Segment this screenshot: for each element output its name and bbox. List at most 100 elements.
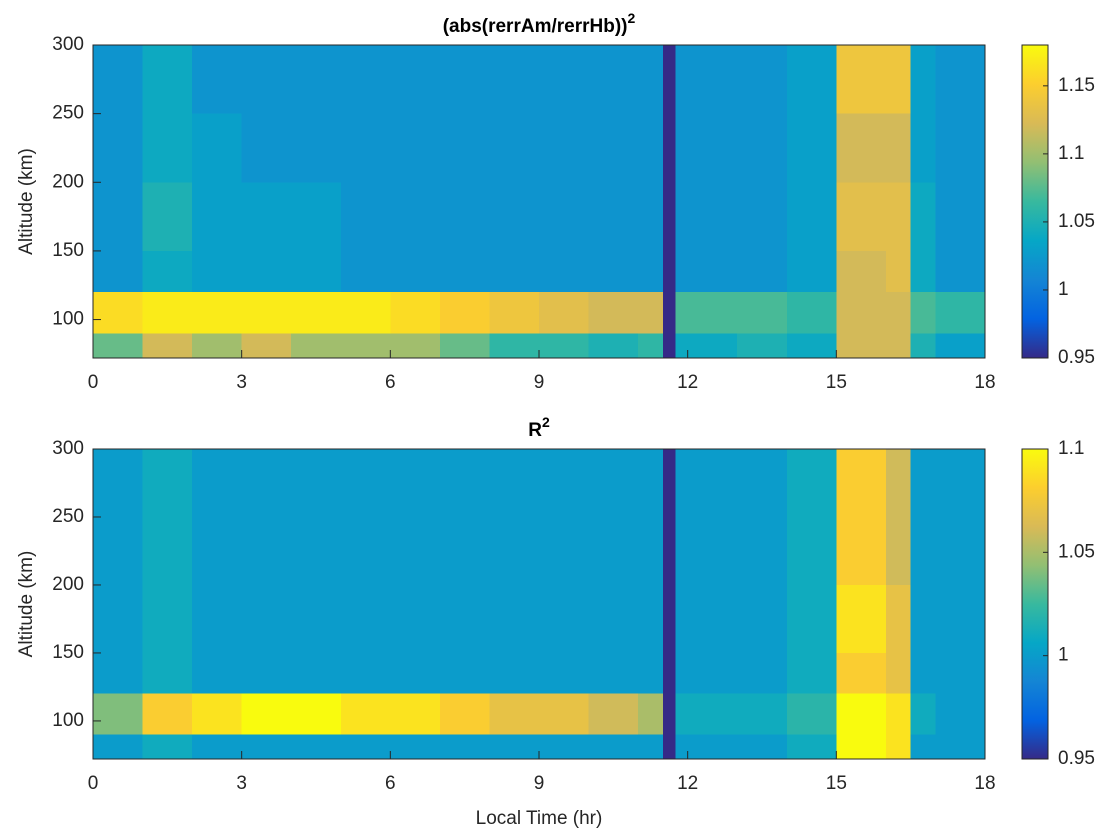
heatmap-cell bbox=[291, 652, 341, 694]
heatmap-cell bbox=[439, 734, 490, 759]
heatmap-cell bbox=[588, 449, 639, 517]
heatmap-cell bbox=[539, 45, 589, 114]
chart-title: R2 bbox=[528, 414, 550, 441]
heatmap-cell bbox=[885, 584, 911, 653]
colorbar-tick-label: 0.95 bbox=[1058, 748, 1095, 769]
heatmap-cell bbox=[142, 652, 193, 694]
heatmap-cell bbox=[489, 584, 539, 653]
title-superscript: 2 bbox=[542, 414, 550, 430]
x-tick-label: 6 bbox=[385, 372, 396, 393]
x-tick-label: 6 bbox=[385, 773, 396, 794]
heatmap-cell bbox=[241, 693, 292, 735]
heatmap-cell bbox=[662, 333, 676, 358]
heatmap-cell bbox=[241, 250, 292, 293]
heatmap-cell bbox=[390, 113, 440, 183]
heatmap-cell bbox=[93, 250, 143, 293]
colorbar-tick-label: 1 bbox=[1058, 279, 1069, 300]
heatmap-cell bbox=[390, 693, 440, 735]
heatmap-cell bbox=[142, 250, 193, 293]
x-tick-label: 0 bbox=[88, 372, 99, 393]
heatmap-cell bbox=[390, 182, 440, 251]
heatmap-cell bbox=[885, 449, 911, 517]
heatmap-cell bbox=[836, 292, 886, 334]
heatmap-cell bbox=[786, 113, 837, 183]
heatmap-cell bbox=[340, 113, 391, 183]
heatmap-cell bbox=[291, 250, 341, 293]
heatmap-cell bbox=[588, 182, 639, 251]
heatmap-cell bbox=[935, 516, 985, 585]
heatmap-cell bbox=[737, 734, 787, 759]
colorbar-tick-label: 1 bbox=[1058, 645, 1069, 666]
heatmap-cell bbox=[539, 292, 589, 334]
heatmap-cell bbox=[241, 516, 292, 585]
heatmap-cell bbox=[935, 734, 985, 759]
heatmap-cell bbox=[340, 449, 391, 517]
heatmap-cell bbox=[390, 516, 440, 585]
heatmap-cell bbox=[390, 333, 440, 358]
heatmap-cell bbox=[291, 516, 341, 585]
y-tick-label: 150 bbox=[52, 642, 84, 663]
heatmap-cell bbox=[662, 516, 676, 585]
heatmap-cell bbox=[539, 333, 589, 358]
heatmap-cell bbox=[489, 45, 539, 114]
heatmap-cell bbox=[786, 292, 837, 334]
heatmap-cell bbox=[539, 250, 589, 293]
heatmap-cell bbox=[662, 449, 676, 517]
heatmap-cell bbox=[737, 292, 787, 334]
heatmap-cell bbox=[638, 182, 663, 251]
heatmap-cell bbox=[93, 292, 143, 334]
x-tick-label: 3 bbox=[236, 372, 247, 393]
heatmap-cell bbox=[737, 333, 787, 358]
heatmap-cell bbox=[241, 113, 292, 183]
heatmap-cell bbox=[638, 250, 663, 293]
heatmap-cell bbox=[588, 516, 639, 585]
heatmap-cell bbox=[675, 584, 738, 653]
heatmap-cell bbox=[662, 734, 676, 759]
heatmap-cell bbox=[638, 113, 663, 183]
y-tick-label: 300 bbox=[52, 438, 84, 459]
heatmap-cell bbox=[142, 693, 193, 735]
heatmap-cell bbox=[786, 584, 837, 653]
title-superscript: 2 bbox=[627, 10, 635, 26]
heatmap-cell bbox=[142, 584, 193, 653]
heatmap-cell bbox=[539, 449, 589, 517]
heatmap-cell bbox=[786, 250, 837, 293]
y-axis-label: Altitude (km) bbox=[16, 551, 37, 658]
heatmap-cell bbox=[662, 292, 676, 334]
heatmap-cell bbox=[588, 113, 639, 183]
heatmap-cell bbox=[93, 693, 143, 735]
heatmap-cell bbox=[340, 182, 391, 251]
heatmap-cell bbox=[489, 292, 539, 334]
heatmap-cell bbox=[935, 333, 985, 358]
heatmap-cell bbox=[390, 45, 440, 114]
x-tick-label: 0 bbox=[88, 773, 99, 794]
heatmap-cell bbox=[786, 652, 837, 694]
heatmap-cell bbox=[588, 333, 639, 358]
heatmap-cell bbox=[93, 652, 143, 694]
heatmap-cell bbox=[439, 333, 490, 358]
heatmap-cell bbox=[885, 333, 911, 358]
heatmap-cell bbox=[737, 584, 787, 653]
heatmap-cell bbox=[390, 734, 440, 759]
heatmap-cell bbox=[192, 45, 242, 114]
heatmap-cell bbox=[340, 734, 391, 759]
heatmap-cell bbox=[390, 652, 440, 694]
heatmap-cell bbox=[935, 652, 985, 694]
colorbar-tick-label: 1.15 bbox=[1058, 75, 1095, 96]
y-tick-label: 250 bbox=[52, 103, 84, 124]
heatmap-cell bbox=[836, 693, 886, 735]
heatmap-cell bbox=[588, 584, 639, 653]
heatmap-cell bbox=[340, 516, 391, 585]
title-text: (abs(rerrAm/rerrHb)) bbox=[443, 16, 628, 37]
heatmap-cell bbox=[885, 182, 911, 251]
y-tick-label: 100 bbox=[52, 710, 84, 731]
x-tick-label: 15 bbox=[826, 372, 847, 393]
heatmap-cell bbox=[675, 250, 738, 293]
heatmap-cell bbox=[638, 516, 663, 585]
heatmap-cell bbox=[539, 734, 589, 759]
heatmap-cell bbox=[93, 584, 143, 653]
x-tick-label: 12 bbox=[677, 372, 698, 393]
